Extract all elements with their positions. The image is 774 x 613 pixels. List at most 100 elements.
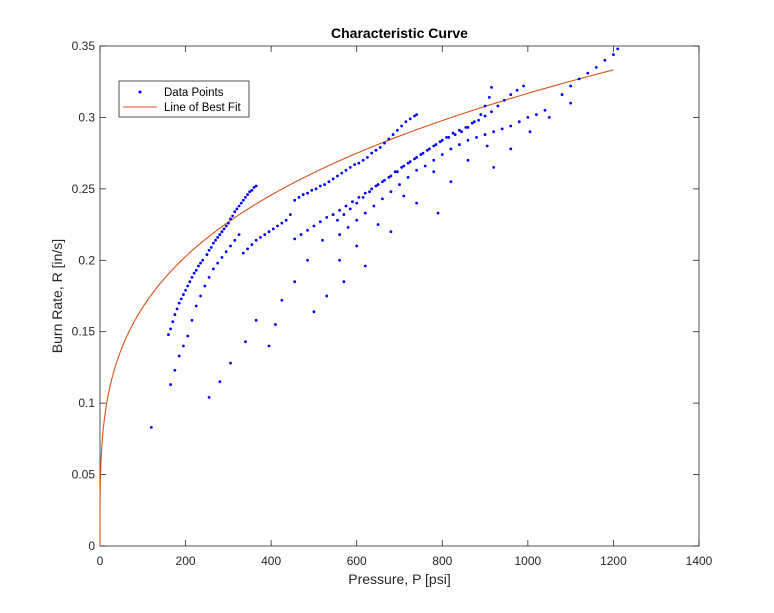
legend-box	[118, 80, 250, 118]
x-tick-label: 1000	[515, 554, 542, 568]
data-point	[241, 198, 245, 202]
y-tick-label: 0.2	[78, 253, 95, 267]
data-point	[374, 148, 378, 152]
data-point	[190, 318, 194, 322]
data-point	[380, 197, 384, 201]
data-point	[363, 264, 367, 268]
data-point	[535, 113, 538, 116]
data-point	[408, 117, 412, 121]
data-point	[336, 174, 339, 178]
data-point	[246, 193, 250, 196]
data-point	[400, 124, 404, 128]
data-point	[483, 114, 487, 118]
data-point	[252, 186, 256, 189]
data-point	[361, 196, 365, 199]
data-point	[321, 238, 324, 242]
data-point	[201, 258, 205, 262]
data-point	[440, 153, 444, 156]
data-point	[267, 230, 271, 234]
data-point	[224, 224, 228, 228]
data-point	[449, 147, 453, 151]
data-point	[327, 180, 331, 184]
data-point	[209, 246, 213, 249]
data-point	[370, 187, 374, 191]
data-point	[229, 244, 232, 248]
data-point	[363, 211, 367, 215]
data-point	[509, 124, 513, 128]
data-point	[229, 217, 232, 221]
data-point	[216, 236, 220, 239]
data-point	[351, 200, 354, 204]
data-point	[318, 220, 322, 224]
data-point	[186, 334, 190, 338]
data-point	[271, 227, 275, 231]
x-tick-label: 1400	[686, 554, 713, 568]
data-point	[226, 221, 230, 225]
data-point	[612, 53, 615, 56]
data-point	[464, 126, 468, 129]
data-point	[344, 168, 348, 172]
y-tick-label: 0.05	[72, 468, 96, 482]
data-point	[190, 276, 194, 279]
data-point	[389, 174, 393, 178]
data-point	[222, 227, 226, 231]
data-point	[353, 163, 356, 166]
data-point	[389, 190, 393, 194]
y-tick-label: 0.25	[72, 182, 96, 196]
data-point	[466, 126, 470, 129]
y-tick-label: 0.15	[72, 325, 96, 339]
data-point	[500, 127, 504, 131]
data-point	[458, 143, 461, 146]
data-point	[344, 204, 348, 208]
data-point	[325, 216, 329, 219]
data-point	[182, 344, 185, 348]
data-point	[355, 218, 359, 222]
data-point	[406, 161, 410, 165]
data-point	[177, 301, 181, 305]
y-tick-label: 0.3	[78, 110, 95, 124]
data-point	[440, 138, 444, 142]
data-point	[374, 184, 378, 188]
data-point	[299, 233, 303, 236]
data-point	[211, 241, 215, 245]
data-point	[314, 187, 318, 191]
data-point	[338, 208, 341, 212]
data-point	[237, 204, 241, 208]
data-point	[363, 191, 367, 195]
data-point	[413, 157, 416, 161]
data-point	[338, 233, 341, 236]
data-point	[263, 233, 267, 236]
data-point	[376, 223, 380, 226]
data-point	[428, 147, 431, 151]
data-point	[445, 136, 448, 139]
data-point	[216, 261, 220, 265]
data-point	[346, 226, 350, 229]
data-point	[543, 108, 547, 112]
data-point	[449, 180, 453, 184]
data-point	[323, 183, 327, 186]
data-point	[370, 151, 374, 155]
data-point	[408, 160, 412, 164]
data-point	[220, 230, 224, 234]
data-point	[267, 344, 271, 348]
data-point	[188, 280, 192, 284]
legend: Data Points Line of Best Fit	[118, 80, 250, 118]
data-point	[389, 230, 393, 234]
data-point	[413, 114, 416, 118]
data-point	[194, 268, 198, 272]
data-point	[509, 147, 513, 151]
data-point	[395, 170, 399, 174]
data-point	[306, 191, 309, 195]
data-point	[235, 207, 239, 211]
data-point	[218, 233, 222, 236]
data-point	[395, 128, 399, 132]
data-point	[376, 183, 380, 186]
data-point	[310, 188, 314, 192]
data-point	[490, 110, 493, 114]
data-point	[361, 158, 365, 162]
data-point	[177, 354, 181, 358]
data-point	[438, 140, 442, 144]
data-point	[355, 201, 359, 205]
data-point	[398, 183, 401, 186]
